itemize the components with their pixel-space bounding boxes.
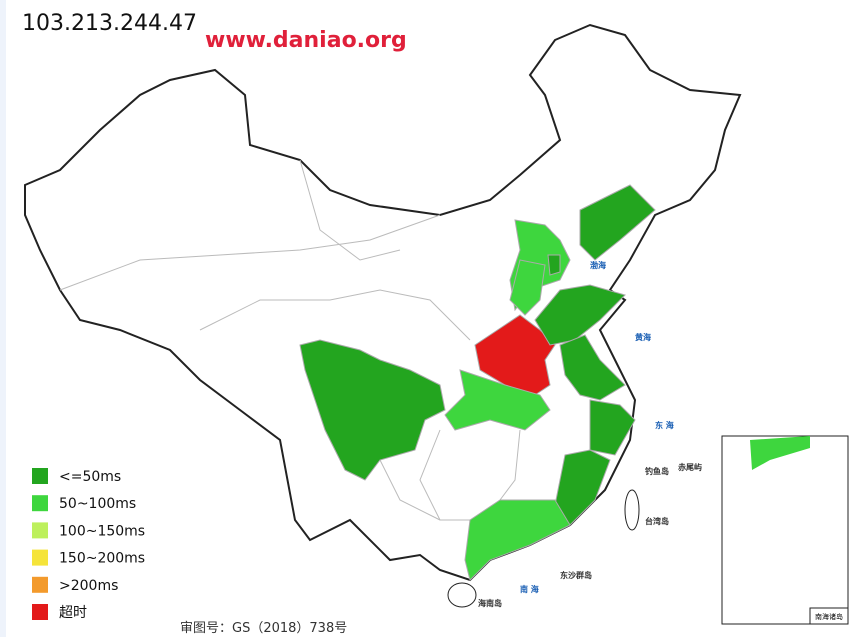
inset-caption-box (809, 607, 849, 625)
legend-label: <=50ms (59, 469, 121, 485)
province (299, 339, 446, 481)
province (547, 254, 561, 276)
legend-label: >200ms (59, 578, 118, 594)
left-edge (0, 0, 6, 637)
inset-caption: 南海诸岛 (815, 612, 843, 621)
map-label: 赤尾屿 (678, 462, 702, 472)
province (579, 184, 656, 261)
legend-label: 150~200ms (59, 551, 145, 567)
province (444, 369, 551, 431)
province (474, 314, 556, 396)
sea-labels: 渤海 黄海 东 海 南 海 台湾岛 海南岛 钓鱼岛 赤尾屿 东沙群岛 (478, 260, 702, 608)
map-label: 海南岛 (478, 598, 502, 608)
legend-swatch (32, 576, 48, 593)
taiwan (624, 489, 640, 531)
province (509, 259, 546, 316)
inner-borders (59, 159, 521, 521)
inset-frame (721, 435, 849, 625)
legend: <=50ms 50~100ms 100~150ms 150~200ms >200ms 超时 (32, 468, 145, 621)
legend-swatch (32, 604, 48, 620)
legend-swatch (32, 522, 48, 539)
ip-address: 103.213.244.47 (22, 11, 197, 36)
map-label: 台湾岛 (645, 516, 669, 526)
provinces (299, 184, 656, 608)
province (464, 499, 571, 581)
legend-label: 100~150ms (59, 523, 145, 539)
map-label: 渤海 (590, 260, 606, 270)
map-label: 东 海 (655, 420, 674, 430)
legend-swatch (32, 549, 48, 566)
inset: 南海诸岛 (721, 435, 849, 625)
inset-land (750, 436, 810, 470)
footer: 审图号：GS（2018）738号 (180, 621, 347, 636)
legend-swatch (32, 495, 48, 512)
map-label: 钓鱼岛 (645, 466, 669, 476)
province (589, 399, 636, 456)
province (534, 284, 626, 346)
legend-label: 50~100ms (59, 496, 136, 512)
china-outline (24, 23, 742, 582)
watermark: www.daniao.org (205, 28, 407, 53)
hainan (447, 582, 477, 608)
map-label: 南 海 (520, 584, 539, 594)
legend-swatch (32, 468, 48, 484)
legend-label: 超时 (59, 605, 87, 621)
map-label: 黄海 (635, 332, 651, 342)
map-label: 东沙群岛 (560, 570, 592, 580)
province (559, 334, 626, 401)
